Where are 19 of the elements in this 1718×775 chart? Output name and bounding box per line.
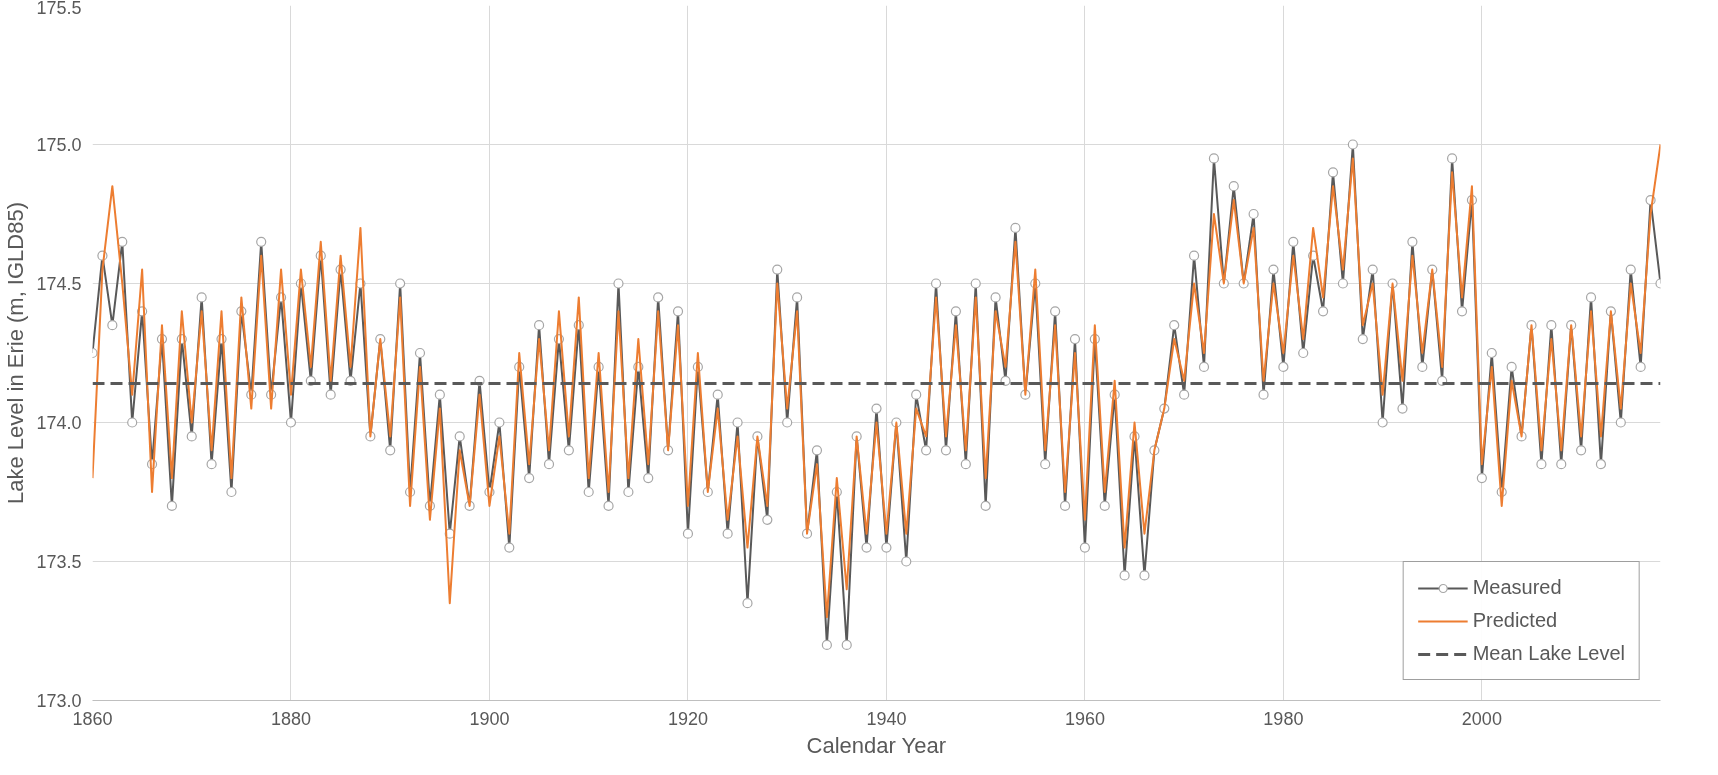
x-tick-label: 1860: [72, 708, 113, 729]
y-tick-label: 173.0: [36, 691, 82, 711]
x-tick-label: 1880: [270, 708, 312, 729]
y-axis-title: Lake Level in Erie (m, IGLD85): [3, 201, 29, 505]
legend-label: Mean Lake Level: [1472, 642, 1625, 665]
x-axis-title: Calendar Year: [806, 732, 947, 758]
x-tick-label: 1980: [1263, 708, 1304, 729]
x-tick-label: 1920: [667, 708, 708, 729]
y-tick-label: 175.0: [36, 135, 82, 155]
x-tick-label: 2000: [1461, 708, 1502, 729]
legend-label: Measured: [1472, 576, 1562, 599]
y-tick-label: 175.5: [36, 0, 82, 18]
y-tick-label: 173.5: [36, 552, 82, 572]
y-tick-label: 174.5: [36, 274, 82, 294]
x-tick-label: 1900: [469, 708, 510, 729]
legend-label: Predicted: [1472, 609, 1558, 632]
y-tick-label: 174.0: [36, 413, 82, 433]
x-tick-label: 1960: [1064, 708, 1105, 729]
x-tick-label: 1940: [866, 708, 907, 729]
